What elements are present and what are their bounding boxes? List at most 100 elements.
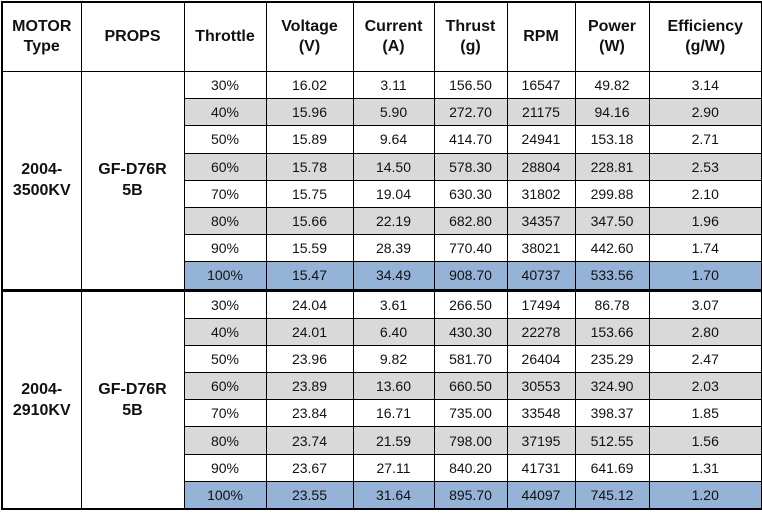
data-cell: 578.30 xyxy=(433,152,508,181)
data-cell: 37195 xyxy=(506,426,576,455)
cell-text: (g) xyxy=(460,38,481,55)
data-cell: 9.64 xyxy=(352,125,435,154)
header-cell: Throttle xyxy=(183,1,267,72)
data-cell: 22278 xyxy=(506,317,576,346)
data-cell: 272.70 xyxy=(433,98,508,127)
data-cell: 3.11 xyxy=(352,70,435,100)
cell-text: 2004- xyxy=(21,161,63,179)
data-cell: 50% xyxy=(183,125,267,154)
header-row: MOTOR Type PROPS Throttle Voltage (V) Current (… xyxy=(1,1,762,72)
data-cell: 682.80 xyxy=(433,206,508,236)
data-cell: 2.10 xyxy=(648,179,762,208)
data-cell: 1.70 xyxy=(648,261,762,292)
data-cell: 23.67 xyxy=(265,453,354,482)
data-cell: 228.81 xyxy=(574,152,650,181)
data-cell: 49.82 xyxy=(574,70,650,100)
data-cell: 31802 xyxy=(506,179,576,208)
data-cell: 581.70 xyxy=(433,344,508,374)
props-cell: GF-D76R 5B xyxy=(80,71,185,292)
data-cell: 2.71 xyxy=(648,125,762,154)
table-row: 40% 15.96 5.90 272.70 21175 94.16 2.90 xyxy=(2,98,762,127)
cell-text: GF-D76R xyxy=(98,161,167,179)
data-cell: 24.04 xyxy=(265,289,354,319)
data-cell: 798.00 xyxy=(433,426,508,455)
data-cell: 22.19 xyxy=(352,206,435,236)
table-row: 100% 23.55 31.64 895.70 44097 745.12 1.20 xyxy=(2,480,762,510)
data-cell: 347.50 xyxy=(574,206,650,236)
data-cell: 80% xyxy=(183,426,267,455)
data-cell: 16.02 xyxy=(265,70,354,100)
data-cell: 23.55 xyxy=(265,480,354,510)
data-cell: 398.37 xyxy=(574,399,650,428)
data-cell: 1.31 xyxy=(648,453,762,482)
data-cell: 15.59 xyxy=(265,234,354,263)
data-cell: 24.01 xyxy=(265,317,354,346)
data-cell: 2.47 xyxy=(648,344,762,374)
data-cell: 630.30 xyxy=(433,179,508,208)
cell-text: Throttle xyxy=(195,28,255,45)
data-cell: 895.70 xyxy=(433,480,508,510)
data-cell: 100% xyxy=(183,261,267,292)
data-cell: 28.39 xyxy=(352,234,435,263)
header-cell: Efficiency (g/W) xyxy=(648,1,762,72)
data-cell: 153.66 xyxy=(574,317,650,346)
data-cell: 512.55 xyxy=(574,426,650,455)
data-cell: 94.16 xyxy=(574,98,650,127)
cell-text: Efficiency xyxy=(667,18,744,35)
data-cell: 24941 xyxy=(506,125,576,154)
data-cell: 770.40 xyxy=(433,234,508,263)
cell-text: Power xyxy=(587,18,636,35)
data-cell: 735.00 xyxy=(433,399,508,428)
table-body: 2004- 3500KV GF-D76R 5B 30% 16.02 3.11 156.50 16… xyxy=(1,70,762,510)
header-cell: PROPS xyxy=(80,1,185,72)
data-cell: 17494 xyxy=(506,289,576,319)
data-cell: 1.20 xyxy=(648,480,762,510)
table-row: 60% 15.78 14.50 578.30 28804 228.81 2.53 xyxy=(2,152,762,181)
table-row: 100% 15.47 34.49 908.70 40737 533.56 1.70 xyxy=(2,261,762,292)
data-cell: 153.18 xyxy=(574,125,650,154)
data-cell: 60% xyxy=(183,152,267,181)
data-cell: 3.07 xyxy=(648,289,762,319)
data-cell: 44097 xyxy=(506,480,576,510)
data-cell: 26404 xyxy=(506,344,576,374)
data-cell: 840.20 xyxy=(433,453,508,482)
cell-text: 2910KV xyxy=(12,401,71,419)
data-cell: 14.50 xyxy=(352,152,435,181)
data-cell: 3.61 xyxy=(352,289,435,319)
table-row: 90% 23.67 27.11 840.20 41731 641.69 1.31 xyxy=(2,453,762,482)
data-cell: 30553 xyxy=(506,372,576,401)
header-cell: Power (W) xyxy=(574,1,650,72)
data-cell: 2.90 xyxy=(648,98,762,127)
cell-text: 3500KV xyxy=(12,182,71,200)
data-cell: 33548 xyxy=(506,399,576,428)
cell-text: GF-D76R xyxy=(98,380,167,398)
cell-text: 5B xyxy=(122,401,143,419)
header-cell: RPM xyxy=(506,1,576,72)
cell-text: Type xyxy=(23,38,60,55)
table-row: 50% 15.89 9.64 414.70 24941 153.18 2.71 xyxy=(2,125,762,154)
data-cell: 40% xyxy=(183,317,267,346)
data-cell: 16547 xyxy=(506,70,576,100)
data-cell: 31.64 xyxy=(352,480,435,510)
data-cell: 15.75 xyxy=(265,179,354,208)
data-cell: 1.96 xyxy=(648,206,762,236)
data-cell: 34.49 xyxy=(352,261,435,292)
data-cell: 23.96 xyxy=(265,344,354,374)
cell-text: (A) xyxy=(382,38,405,55)
data-cell: 533.56 xyxy=(574,261,650,292)
cell-text: (g/W) xyxy=(685,38,726,55)
data-cell: 235.29 xyxy=(574,344,650,374)
cell-text: RPM xyxy=(523,28,559,45)
data-cell: 660.50 xyxy=(433,372,508,401)
data-cell: 30% xyxy=(183,289,267,319)
data-cell: 50% xyxy=(183,344,267,374)
data-cell: 2.53 xyxy=(648,152,762,181)
table-row: 2004- 2910KV GF-D76R 5B 30% 24.04 3.61 266.50 17… xyxy=(1,289,762,510)
data-cell: 13.60 xyxy=(352,372,435,401)
data-cell: 641.69 xyxy=(574,453,650,482)
data-cell: 3.14 xyxy=(648,70,762,100)
data-cell: 1.74 xyxy=(648,234,762,263)
data-cell: 41731 xyxy=(506,453,576,482)
